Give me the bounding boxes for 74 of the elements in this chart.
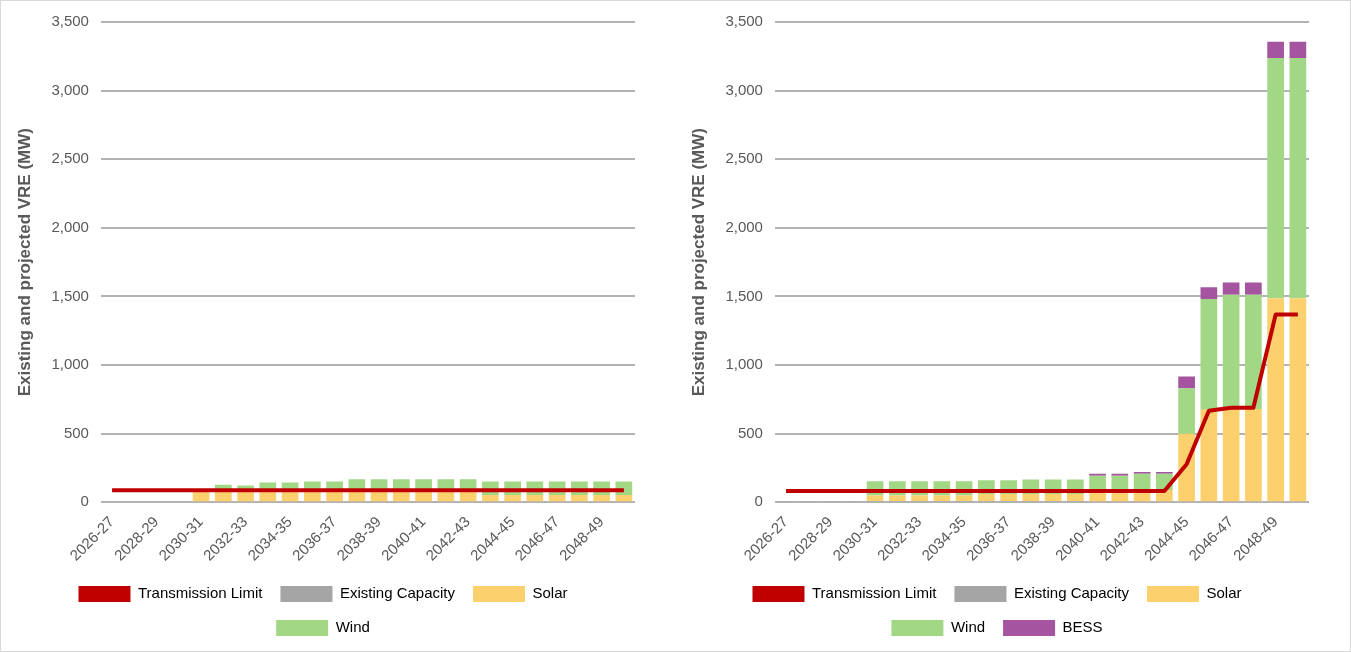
legend-label: Wind xyxy=(335,618,370,636)
legend-label: Wind xyxy=(950,618,986,636)
y-tick-label: 3,000 xyxy=(51,80,89,98)
y-tick-label: 1,000 xyxy=(51,355,89,373)
y-tick-label: 3,500 xyxy=(51,12,89,30)
y-tick-label: 2,000 xyxy=(725,218,763,235)
bar xyxy=(1178,376,1195,389)
legend-label: Existing Capacity xyxy=(339,584,456,602)
y-tick-label: 2,500 xyxy=(51,149,89,167)
bar xyxy=(571,495,588,502)
legend-label: Solar xyxy=(532,584,568,602)
bar xyxy=(548,495,566,502)
bar xyxy=(593,495,610,502)
bar xyxy=(482,495,499,502)
bar xyxy=(1022,494,1040,501)
bar xyxy=(504,495,521,502)
bar xyxy=(1200,298,1218,410)
y-tick-label: 3,000 xyxy=(725,80,763,98)
bar xyxy=(393,491,410,502)
bar xyxy=(1267,57,1284,299)
bar xyxy=(526,495,544,502)
bar xyxy=(866,495,884,501)
bar xyxy=(888,495,906,501)
bar xyxy=(1222,294,1240,410)
bar xyxy=(955,495,973,501)
bar xyxy=(415,491,432,502)
y-tick-label: 3,500 xyxy=(725,12,763,30)
bar xyxy=(1289,298,1307,502)
bar xyxy=(1044,494,1062,501)
y-tick-label: 2,000 xyxy=(51,218,89,235)
bar xyxy=(977,494,995,501)
y-tick-label: 0 xyxy=(754,492,763,510)
legend-label: BESS xyxy=(1062,618,1103,636)
bar xyxy=(1222,282,1240,295)
y-tick-label: 0 xyxy=(80,492,89,510)
bar xyxy=(1267,298,1284,502)
bar xyxy=(437,491,455,502)
bar xyxy=(1245,282,1262,295)
bar xyxy=(1178,388,1195,434)
legend-label: Transmission Limit xyxy=(811,584,938,602)
bar xyxy=(370,491,388,502)
bar xyxy=(1200,287,1218,299)
bar xyxy=(1222,409,1240,502)
bar xyxy=(259,491,277,502)
bar xyxy=(192,491,210,502)
y-axis-title: Existing and projected VRE (MW) xyxy=(688,128,708,397)
bar xyxy=(303,491,321,502)
bar xyxy=(1245,294,1262,410)
y-axis-title: Existing and projected VRE (MW) xyxy=(14,128,34,397)
bar xyxy=(1067,494,1084,501)
y-tick-label: 500 xyxy=(737,423,763,441)
y-tick-label: 1,500 xyxy=(51,286,89,304)
bar xyxy=(911,495,928,501)
bar xyxy=(1289,41,1307,58)
bar xyxy=(1089,475,1106,490)
bar xyxy=(615,495,633,502)
bar xyxy=(1289,57,1307,299)
bar xyxy=(326,491,343,502)
legend-label: Solar xyxy=(1206,584,1242,602)
bar xyxy=(214,491,232,502)
bar xyxy=(459,491,477,502)
bar xyxy=(933,495,951,501)
y-tick-label: 500 xyxy=(63,423,89,441)
y-tick-label: 1,000 xyxy=(725,355,763,373)
bar xyxy=(281,491,299,502)
legend-label: Existing Capacity xyxy=(1013,584,1130,602)
bar xyxy=(1267,41,1284,58)
legend-label: Transmission Limit xyxy=(137,584,264,602)
y-tick-label: 1,500 xyxy=(725,286,763,304)
bar xyxy=(1000,494,1017,501)
bar xyxy=(348,491,366,502)
bar xyxy=(1245,409,1262,502)
bar xyxy=(237,491,254,502)
y-tick-label: 2,500 xyxy=(725,149,763,167)
